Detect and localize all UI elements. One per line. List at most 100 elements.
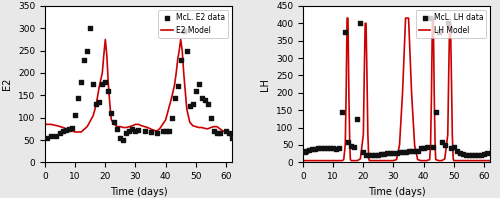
McL. E2 data: [170, 96, 178, 99]
McL. LH data: [348, 144, 356, 147]
McL. E2 data: [180, 29, 188, 32]
McL. LH data: [477, 153, 485, 156]
LH Model: [445, 133, 451, 136]
McL. LH data: [341, 30, 349, 34]
McL. E2 data: [116, 136, 124, 139]
McL. E2 data: [140, 129, 148, 133]
McL. LH data: [420, 146, 428, 149]
McL. E2 data: [216, 132, 224, 135]
McL. E2 data: [80, 58, 88, 61]
McL. LH data: [305, 149, 313, 152]
McL. E2 data: [65, 127, 73, 130]
McL. LH data: [408, 150, 416, 153]
McL. LH data: [438, 140, 446, 143]
McL. LH data: [462, 153, 470, 156]
McL. LH data: [320, 146, 328, 149]
McL. E2 data: [207, 116, 215, 119]
McL. E2 data: [77, 80, 85, 84]
McL. LH data: [456, 151, 464, 154]
LH Model: [344, 17, 350, 19]
McL. E2 data: [122, 132, 130, 135]
McL. LH data: [471, 154, 479, 157]
McL. E2 data: [74, 96, 82, 99]
McL. LH data: [474, 153, 482, 156]
McL. LH data: [362, 153, 370, 156]
McL. E2 data: [152, 132, 160, 135]
McL. E2 data: [225, 132, 233, 135]
McL. E2 data: [92, 103, 100, 106]
McL. LH data: [368, 154, 376, 157]
McL. LH data: [450, 145, 458, 148]
McL. LH data: [335, 147, 343, 150]
McL. E2 data: [59, 129, 67, 133]
McL. E2 data: [204, 103, 212, 106]
McL. E2 data: [162, 129, 170, 133]
McL. E2 data: [96, 100, 104, 104]
McL. E2 data: [42, 136, 50, 139]
E2 Model: [102, 38, 108, 41]
McL. LH data: [483, 151, 491, 154]
McL. LH data: [428, 145, 436, 148]
McL. LH data: [402, 150, 409, 153]
Line: LH Model: LH Model: [303, 18, 490, 161]
McL. E2 data: [104, 89, 112, 92]
LH Model: [487, 159, 493, 162]
McL. LH data: [344, 141, 352, 144]
McL. LH data: [441, 143, 449, 147]
LH Model: [394, 158, 400, 161]
LH Model: [303, 159, 309, 162]
X-axis label: Time (days): Time (days): [368, 187, 426, 197]
McL. E2 data: [83, 49, 91, 52]
McL. E2 data: [186, 105, 194, 108]
McL. E2 data: [228, 136, 236, 139]
McL. E2 data: [158, 129, 166, 133]
McL. LH data: [378, 152, 386, 156]
McL. LH data: [447, 147, 455, 150]
McL. LH data: [326, 147, 334, 150]
McL. E2 data: [128, 127, 136, 130]
McL. LH data: [384, 152, 392, 155]
McL. E2 data: [108, 112, 116, 115]
LH Model: [448, 74, 454, 77]
LH Model: [315, 159, 321, 162]
McL. LH data: [392, 151, 400, 154]
McL. E2 data: [210, 129, 218, 133]
McL. LH data: [410, 150, 418, 153]
McL. LH data: [465, 154, 473, 157]
McL. LH data: [350, 145, 358, 148]
E2 Model: [208, 126, 214, 129]
McL. LH data: [432, 110, 440, 113]
E2 Model: [168, 96, 174, 99]
McL. LH data: [317, 147, 325, 150]
McL. E2 data: [62, 129, 70, 132]
McL. E2 data: [146, 130, 154, 134]
McL. E2 data: [56, 132, 64, 135]
McL. E2 data: [98, 83, 106, 86]
McL. E2 data: [164, 129, 172, 133]
McL. LH data: [422, 145, 430, 148]
McL. E2 data: [189, 103, 197, 106]
McL. E2 data: [52, 134, 60, 137]
E2 Model: [124, 126, 130, 129]
McL. LH data: [386, 151, 394, 154]
McL. LH data: [453, 150, 461, 153]
McL. E2 data: [86, 27, 94, 30]
McL. LH data: [372, 153, 380, 156]
McL. LH data: [414, 150, 422, 153]
McL. E2 data: [174, 85, 182, 88]
McL. LH data: [308, 148, 316, 151]
McL. LH data: [323, 146, 331, 149]
McL. LH data: [444, 22, 452, 25]
McL. E2 data: [168, 116, 175, 119]
McL. E2 data: [110, 121, 118, 124]
McL. LH data: [390, 151, 398, 154]
LH Model: [382, 159, 388, 162]
McL. LH data: [302, 150, 310, 153]
McL. LH data: [468, 154, 476, 157]
McL. LH data: [354, 117, 362, 121]
McL. LH data: [404, 150, 412, 153]
McL. LH data: [396, 150, 404, 153]
Legend: McL. LH data, LH Model: McL. LH data, LH Model: [416, 10, 486, 38]
E2 Model: [156, 128, 162, 130]
McL. LH data: [329, 147, 337, 150]
